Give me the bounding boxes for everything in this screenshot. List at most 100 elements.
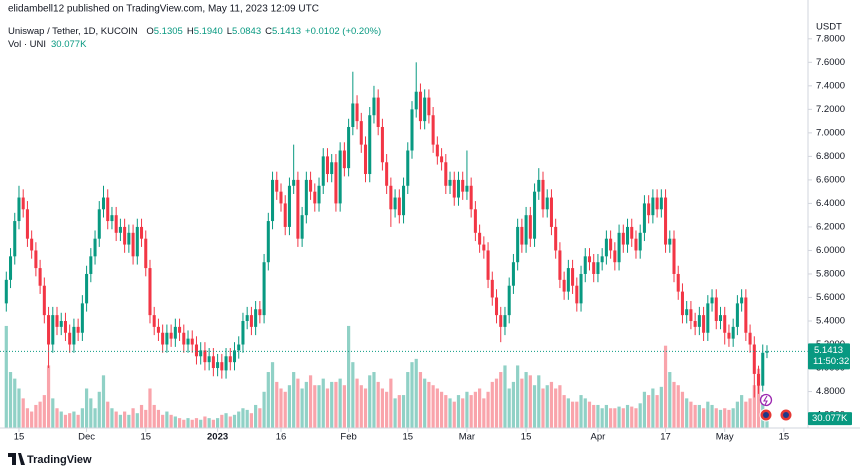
legend-key: O [146, 26, 153, 37]
volume-bar [42, 395, 46, 428]
candle-body [363, 144, 368, 175]
event-icons [759, 393, 793, 422]
candle-body [735, 303, 739, 327]
volume-bar [647, 395, 651, 428]
volume-bar [76, 414, 80, 428]
volume-bar [452, 401, 456, 428]
candle-body [220, 362, 224, 371]
flag-inner [783, 412, 789, 418]
volume-bar [169, 414, 173, 428]
candle-body [431, 115, 435, 145]
candle-body [647, 203, 651, 216]
x-tick-label: Apr [591, 432, 606, 443]
volume-bar [575, 401, 579, 428]
candle-body [173, 326, 177, 339]
candle-body [469, 185, 473, 210]
volume-bar [731, 408, 735, 428]
brand: TradingView [27, 454, 92, 466]
volume-bar [173, 416, 177, 428]
candle-body [89, 256, 93, 274]
candle-body [194, 344, 198, 357]
volume-bar [199, 419, 203, 428]
candle-body [123, 226, 127, 245]
volume-bar [490, 381, 494, 428]
volume-bar [528, 375, 532, 428]
volume-bar [207, 418, 211, 428]
candle-body [452, 179, 456, 198]
candle-body [664, 197, 668, 245]
candle-body [456, 179, 461, 198]
volume-bar [262, 391, 266, 428]
candle-body [562, 279, 566, 292]
volume-bar [334, 381, 338, 428]
volume-bar [380, 388, 385, 428]
candle-body [131, 232, 135, 257]
volume-bar [625, 404, 630, 428]
candle-body [402, 185, 406, 216]
volume-bar [38, 401, 42, 428]
candle-body [110, 215, 114, 222]
volume-bar [418, 372, 423, 428]
volume-bar [672, 381, 676, 428]
candle-body [609, 238, 613, 251]
volume-bar [17, 388, 21, 428]
candle-body [630, 226, 634, 239]
volume-bar [110, 408, 114, 428]
candle-body [748, 332, 752, 345]
volume-bar [558, 385, 562, 428]
volume-bar [592, 404, 596, 428]
volume-bar [46, 365, 51, 428]
candle-body [761, 352, 765, 386]
candle-body [423, 97, 427, 122]
volume-bar [321, 378, 325, 428]
candle-body [592, 262, 596, 274]
candle-body [42, 285, 46, 316]
volume-bar [634, 408, 638, 428]
volume-bar [283, 391, 287, 428]
symbol: Uniswap / Tether, 1D, KUCOIN [8, 26, 138, 37]
candle-body [613, 250, 617, 263]
volume-bar [532, 385, 537, 428]
volume-bar [135, 413, 139, 428]
volume-bar [161, 414, 165, 428]
volume-tag [808, 412, 852, 426]
volume-bar [203, 416, 207, 428]
volume-bar [372, 372, 376, 428]
x-tick-label: May [716, 432, 734, 443]
candle-body [397, 197, 401, 216]
volume-bar [570, 401, 575, 428]
volume-bar [566, 398, 570, 428]
candle-body [351, 103, 355, 127]
volume-bar [621, 408, 625, 428]
volume-bar [182, 419, 186, 428]
candle-body [207, 356, 211, 363]
candle-body [101, 197, 106, 210]
candle-body [731, 326, 735, 339]
candle-body [765, 351, 769, 353]
candle-body [668, 238, 672, 245]
volume-bar [668, 372, 672, 428]
volume-bar [685, 398, 689, 428]
candle-body [283, 203, 287, 227]
volume-bar [266, 372, 270, 428]
candle-body [693, 321, 697, 327]
volume-bar [756, 368, 761, 428]
candle-body [410, 109, 414, 151]
candle-body [148, 268, 152, 316]
candle-body [435, 144, 439, 157]
candle-body [757, 373, 761, 386]
volume-bar [127, 414, 131, 428]
volume-bar [748, 398, 752, 428]
y-tick-label: 7.0000 [816, 127, 845, 138]
volume-bar [123, 411, 127, 428]
volume-bar [245, 409, 249, 428]
volume-bar [63, 414, 68, 428]
volume-bar [524, 372, 528, 428]
volume-bar [359, 385, 363, 428]
volume-bar [131, 408, 135, 428]
candle-body [516, 226, 520, 263]
legend-key: L [227, 26, 232, 37]
volume-bar [296, 378, 300, 428]
candle-body [232, 350, 237, 363]
